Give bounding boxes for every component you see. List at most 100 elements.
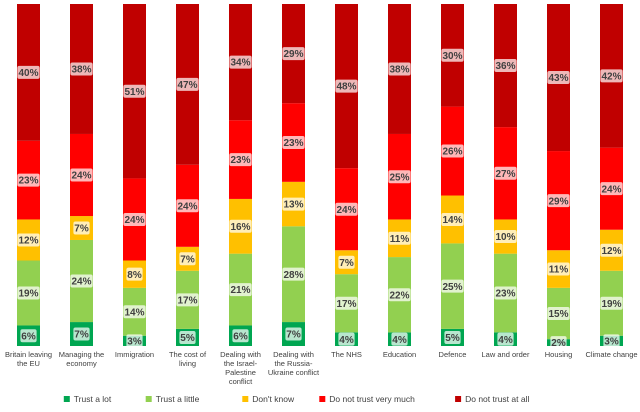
data-label: 7%	[180, 254, 195, 265]
data-label-box	[600, 69, 623, 83]
data-label-box	[229, 219, 252, 233]
data-label-box	[70, 168, 93, 182]
data-label-box	[229, 283, 252, 297]
data-label-box	[494, 166, 517, 180]
category-label-line: Law and order	[482, 350, 530, 359]
legend-swatch	[455, 396, 462, 402]
category-label-line: the Russia-	[275, 359, 313, 368]
category-label: Law and order	[482, 350, 530, 359]
data-label: 23%	[230, 155, 250, 166]
category-label-line: Defence	[439, 350, 467, 359]
data-label: 36%	[495, 61, 515, 72]
data-label: 14%	[442, 215, 462, 226]
data-label-box	[441, 48, 464, 62]
data-label-box	[494, 59, 517, 73]
data-label: 23%	[18, 176, 38, 187]
data-label-box	[176, 77, 199, 91]
data-label-box	[441, 212, 464, 226]
data-label-box	[70, 62, 93, 76]
data-label-box	[494, 286, 517, 300]
data-label: 28%	[283, 270, 303, 281]
data-label: 30%	[442, 51, 462, 62]
data-label-box	[600, 296, 623, 310]
data-label-box	[282, 47, 305, 61]
data-label-box	[282, 197, 305, 211]
data-label-box	[20, 329, 37, 343]
data-label: 4%	[498, 335, 513, 346]
data-label: 16%	[230, 222, 250, 233]
data-label-box	[179, 330, 196, 344]
data-label: 5%	[180, 333, 195, 344]
category-label-line: Education	[383, 350, 416, 359]
legend: Trust a lot Trust a little Don't know Do no…	[63, 394, 529, 404]
data-label-box	[282, 136, 305, 150]
data-label: 19%	[18, 289, 38, 300]
category-label-line: Dealing with	[220, 350, 261, 359]
category-labels-group: Britain leaving the EU Managing the economy…	[5, 350, 638, 386]
data-label-box	[550, 336, 567, 350]
data-label: 12%	[601, 246, 621, 257]
data-label-box	[335, 202, 358, 216]
data-label: 38%	[389, 65, 409, 76]
data-label-box	[600, 243, 623, 257]
data-label-box	[603, 334, 620, 348]
data-label: 27%	[495, 169, 515, 180]
data-label-box	[70, 274, 93, 288]
data-label-box	[229, 153, 252, 167]
data-label-box	[547, 194, 570, 208]
category-label-line: Britain leaving	[5, 350, 52, 359]
data-label-box	[232, 329, 249, 343]
data-label: 24%	[71, 277, 91, 288]
data-label: 42%	[601, 71, 621, 82]
data-label: 48%	[336, 82, 356, 93]
category-label-line: the Israel-	[224, 359, 258, 368]
data-label: 11%	[549, 265, 569, 276]
data-label: 24%	[177, 201, 197, 212]
category-label-line: Ukraine conflict	[268, 368, 320, 377]
category-label: Managing the economy	[59, 350, 104, 368]
data-label-box	[176, 199, 199, 213]
data-label: 26%	[442, 147, 462, 158]
category-label-line: Dealing with	[273, 350, 314, 359]
data-label-box	[391, 332, 408, 346]
data-label: 6%	[21, 331, 36, 342]
category-label: Housing	[545, 350, 573, 359]
data-label: 8%	[127, 270, 142, 281]
data-label: 40%	[18, 68, 38, 79]
data-label-box	[229, 55, 252, 69]
legend-swatch	[145, 396, 152, 402]
data-label-box	[73, 327, 90, 341]
data-label: 24%	[336, 205, 356, 216]
data-label: 29%	[548, 196, 568, 207]
data-label: 23%	[283, 138, 303, 149]
category-label-line: Palestine	[225, 368, 256, 377]
category-label: Defence	[439, 350, 467, 359]
data-label: 43%	[548, 73, 568, 84]
category-label: The NHS	[331, 350, 362, 359]
data-label-box	[388, 231, 411, 245]
bars-group	[17, 4, 623, 346]
data-label: 47%	[177, 80, 197, 91]
data-label: 13%	[283, 200, 303, 211]
data-label: 34%	[230, 58, 250, 69]
data-label-box	[441, 144, 464, 158]
data-label-box	[126, 334, 143, 348]
data-label: 24%	[71, 171, 91, 182]
category-label: The cost of living	[169, 350, 207, 368]
category-label-line: conflict	[229, 377, 253, 386]
data-label: 14%	[124, 307, 144, 318]
data-label: 38%	[71, 65, 91, 76]
data-label-box	[282, 267, 305, 281]
data-label-box	[335, 79, 358, 93]
category-label-line: Housing	[545, 350, 573, 359]
data-label-box	[73, 221, 90, 235]
data-label-box	[494, 230, 517, 244]
legend-swatch	[242, 396, 249, 402]
data-label-box	[17, 286, 40, 300]
legend-label: Don't know	[252, 394, 295, 404]
data-label: 17%	[336, 299, 356, 310]
legend-label: Trust a little	[156, 394, 200, 404]
data-label: 12%	[18, 236, 38, 247]
data-label: 21%	[230, 285, 250, 296]
category-label-line: Managing the	[59, 350, 104, 359]
